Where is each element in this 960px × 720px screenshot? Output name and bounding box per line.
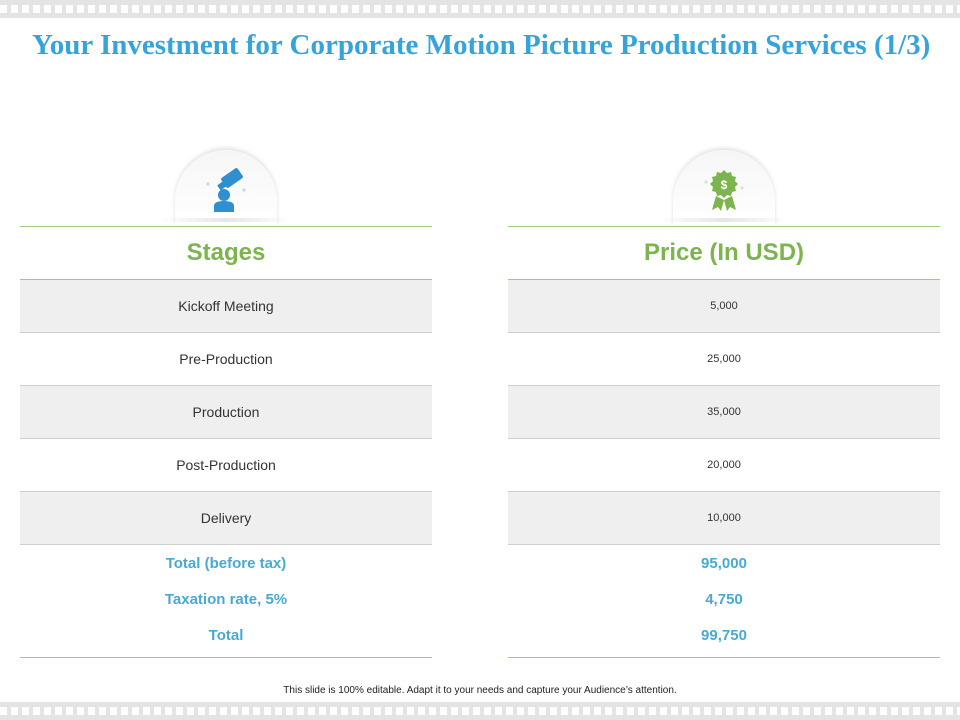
svg-text:$: $ <box>721 178 728 192</box>
slide-title: Your Investment for Corporate Motion Pic… <box>32 29 931 61</box>
filmstrip-border-bottom <box>0 702 960 720</box>
dollar-award-badge-icon: $ <box>704 170 744 211</box>
taxation-rate-label: Taxation rate, 5% <box>164 590 288 608</box>
price-row: 35,000 <box>508 386 940 439</box>
price-icon-badge: $ <box>508 150 940 226</box>
total-before-tax-label: Total (before tax) <box>165 554 287 572</box>
price-row: 20,000 <box>508 439 940 492</box>
filmstrip-border-top <box>0 0 960 18</box>
price-row: 25,000 <box>508 333 940 386</box>
stage-row: Kickoff Meeting <box>20 280 432 333</box>
stage-row: Pre-Production <box>20 333 432 386</box>
footer-note: This slide is 100% editable. Adapt it to… <box>283 685 677 696</box>
taxation-rate-value: 4,750 <box>705 590 743 608</box>
price-header: Price (In USD) <box>508 226 940 280</box>
stage-row: Post-Production <box>20 439 432 492</box>
price-row: 5,000 <box>508 280 940 333</box>
stages-header: Stages <box>20 226 432 280</box>
stage-row: Delivery <box>20 492 432 545</box>
stages-icon-badge <box>20 150 432 226</box>
film-camera-person-icon <box>206 168 246 212</box>
price-column: $ Price (In USD) 5,000 25,000 35,000 20,… <box>508 150 940 658</box>
stage-row: Production <box>20 386 432 439</box>
price-row: 10,000 <box>508 492 940 545</box>
grand-total-value: 99,750 <box>701 626 747 644</box>
stages-column: Stages Kickoff Meeting Pre-Production Pr… <box>20 150 432 658</box>
grand-total-label: Total <box>208 626 244 644</box>
total-before-tax-value: 95,000 <box>701 554 747 572</box>
